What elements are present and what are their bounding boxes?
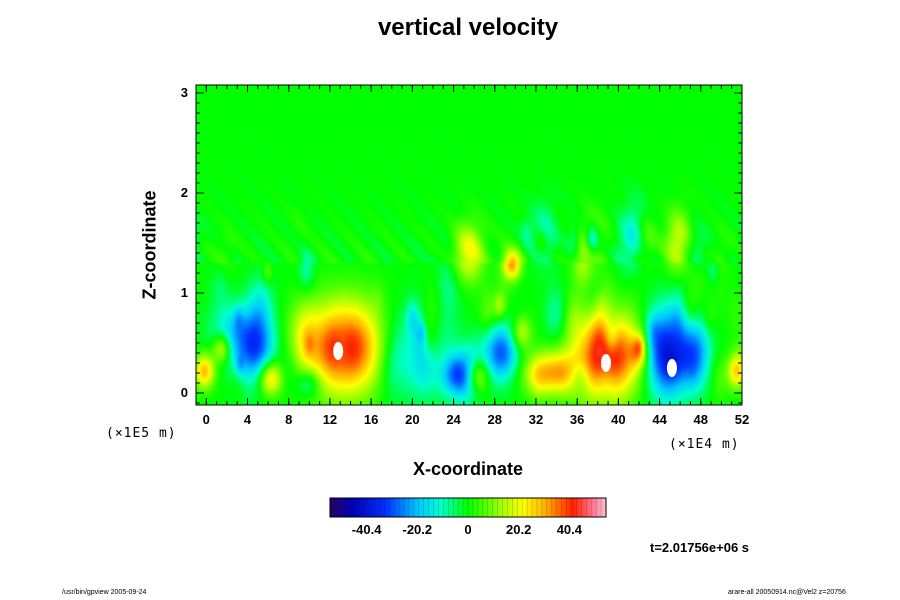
x-tick-label: 20 <box>405 412 420 427</box>
chart-title: vertical velocity <box>377 14 559 41</box>
x-tick-label: 24 <box>446 412 461 427</box>
y-axis-label: Z-coordinate <box>139 190 160 300</box>
x-tick-label: 48 <box>693 412 709 427</box>
y-tick-label: 3 <box>180 85 188 100</box>
colorbar <box>329 497 607 518</box>
x-tick-label: 0 <box>202 412 210 427</box>
colorbar-tick-label: -20.2 <box>402 522 433 537</box>
x-tick-label: 40 <box>611 412 626 427</box>
x-tick-label: 36 <box>569 412 585 427</box>
y-scale-note: (×1E5 m) <box>106 426 177 441</box>
colorbar-tick-label: -40.4 <box>351 522 382 537</box>
x-tick-label: 28 <box>487 412 502 427</box>
footer-right: arare-all 20050914.nc@Vel2 z=20756 <box>728 589 846 596</box>
x-tick-label: 8 <box>285 412 293 427</box>
extreme-mark-0 <box>333 342 344 360</box>
y-tick-label: 1 <box>180 285 188 300</box>
heatmap-field <box>196 85 742 405</box>
y-tick-label: 2 <box>180 185 188 200</box>
x-tick-label: 32 <box>528 412 544 427</box>
extreme-mark-2 <box>666 359 677 377</box>
x-axis-label: X-coordinate <box>412 459 523 479</box>
colorbar-tick-label: 40.4 <box>556 522 583 537</box>
colorbar-tick-label: 0 <box>464 522 472 537</box>
x-tick-label: 16 <box>363 412 379 427</box>
x-tick-label: 4 <box>243 412 252 427</box>
time-label: t=2.01756e+06 s <box>650 540 750 555</box>
plot-frame <box>195 84 743 406</box>
x-tick-label: 44 <box>652 412 667 427</box>
x-tick-label: 12 <box>322 412 338 427</box>
extreme-mark-1 <box>601 354 612 372</box>
colorbar-tick-label: 20.2 <box>506 522 532 537</box>
footer-left: /usr/bin/gpview 2005-09-24 <box>62 589 147 596</box>
y-tick-label: 0 <box>180 385 188 400</box>
x-scale-note: (×1E4 m) <box>669 437 740 452</box>
x-tick-label: 52 <box>734 412 750 427</box>
